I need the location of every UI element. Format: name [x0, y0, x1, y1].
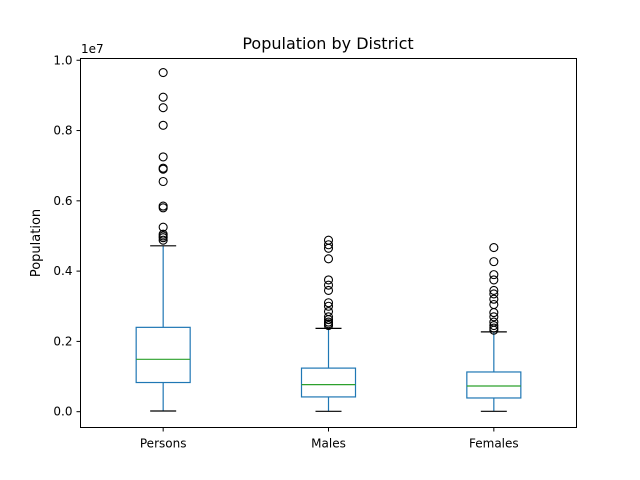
- iqr-box: [300, 367, 357, 398]
- y-tick-label: 0.0: [53, 405, 72, 419]
- outlier-point: [489, 270, 499, 280]
- y-tick-label: 0.4: [53, 264, 72, 278]
- outlier-point: [323, 298, 334, 308]
- y-tick-label: 1.0: [53, 53, 72, 67]
- outlier-point: [158, 68, 168, 78]
- outlier-point: [489, 323, 499, 333]
- y-tick-label: 0.6: [53, 194, 72, 208]
- outlier-point: [323, 301, 334, 311]
- outlier-point: [489, 294, 499, 304]
- outlier-point: [323, 306, 334, 317]
- iqr-box: [135, 326, 191, 384]
- outlier-point: [158, 103, 168, 113]
- outlier-point: [489, 275, 499, 285]
- outlier-point: [489, 299, 499, 310]
- outlier-point: [489, 317, 499, 327]
- outlier-point: [489, 289, 499, 299]
- outlier-point: [489, 257, 499, 267]
- outlier-point: [323, 312, 334, 322]
- iqr-box: [466, 371, 522, 399]
- x-tick-label: Persons: [140, 437, 187, 451]
- outlier-point: [323, 280, 334, 290]
- y-axis-label: Population: [29, 209, 44, 277]
- outlier-point: [158, 163, 168, 173]
- outlier-point: [158, 229, 168, 239]
- box-group-persons: [135, 68, 191, 412]
- outlier-point: [323, 240, 334, 250]
- plot-area: [135, 68, 522, 412]
- chart-title: Population by District: [242, 34, 413, 53]
- outlier-point: [489, 285, 499, 295]
- outlier-point: [158, 222, 168, 232]
- outlier-point: [489, 312, 499, 322]
- y-axis: 0.0 0.2 0.4 0.6 0.8 1.0: [53, 53, 81, 419]
- outlier-point: [158, 235, 168, 245]
- outlier-point: [323, 235, 334, 245]
- outlier-point: [158, 201, 168, 211]
- outlier-point: [158, 120, 168, 130]
- outlier-point: [489, 321, 499, 331]
- y-axis-offset-label: 1e7: [81, 42, 104, 56]
- y-tick-label: 0.8: [53, 124, 72, 138]
- outlier-point: [323, 254, 334, 264]
- outlier-point: [323, 317, 334, 327]
- outlier-point: [158, 176, 168, 187]
- outlier-point: [323, 275, 334, 285]
- box-group-females: [466, 243, 522, 412]
- axes-frame: [80, 58, 577, 428]
- outlier-point: [158, 92, 168, 102]
- box-group-males: [300, 235, 357, 412]
- x-tick-label: Females: [469, 437, 519, 451]
- x-axis: Persons Males Females: [140, 427, 519, 451]
- outlier-point: [158, 203, 168, 213]
- x-tick-label: Males: [311, 437, 346, 451]
- outlier-point: [489, 243, 499, 253]
- outlier-point: [323, 285, 334, 295]
- y-tick-label: 0.2: [53, 334, 72, 348]
- outlier-point: [158, 152, 168, 162]
